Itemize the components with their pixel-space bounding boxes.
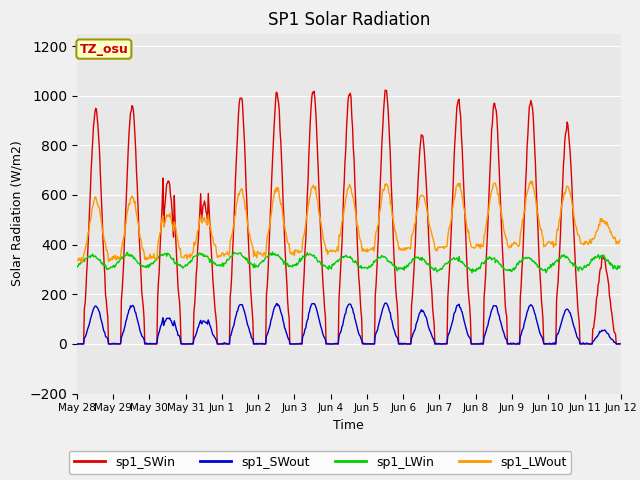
- sp1_SWout: [83, 330, 90, 336]
- sp1_LWin: [616, 263, 624, 269]
- sp1_LWout: [84, 235, 92, 241]
- sp1_SWout: [431, 341, 439, 347]
- sp1_SWin: [83, 271, 90, 276]
- sp1_LWout: [431, 245, 439, 251]
- sp1_SWin: [194, 245, 202, 251]
- sp1_SWin: [431, 341, 439, 347]
- sp1_SWout: [73, 341, 81, 347]
- sp1_LWout: [78, 259, 86, 265]
- sp1_LWin: [83, 255, 90, 261]
- sp1_SWin: [415, 160, 423, 166]
- Y-axis label: Solar Radiation (W/m2): Solar Radiation (W/m2): [11, 141, 24, 287]
- sp1_SWout: [223, 340, 230, 346]
- sp1_LWout: [527, 178, 535, 184]
- sp1_SWout: [381, 300, 389, 306]
- sp1_LWin: [468, 270, 476, 276]
- sp1_LWout: [223, 249, 231, 255]
- sp1_LWin: [73, 263, 81, 269]
- sp1_LWin: [194, 252, 202, 257]
- Line: sp1_SWout: sp1_SWout: [77, 303, 620, 344]
- sp1_LWin: [223, 259, 230, 264]
- Legend: sp1_SWin, sp1_SWout, sp1_LWin, sp1_LWout: sp1_SWin, sp1_SWout, sp1_LWin, sp1_LWout: [68, 451, 572, 474]
- Line: sp1_LWin: sp1_LWin: [77, 252, 620, 273]
- Text: TZ_osu: TZ_osu: [79, 43, 128, 56]
- sp1_LWin: [269, 249, 276, 255]
- sp1_LWout: [616, 237, 624, 243]
- sp1_SWin: [223, 341, 230, 347]
- sp1_SWout: [415, 312, 423, 317]
- Line: sp1_SWin: sp1_SWin: [77, 90, 620, 344]
- X-axis label: Time: Time: [333, 419, 364, 432]
- sp1_LWout: [195, 227, 202, 233]
- sp1_LWout: [140, 246, 147, 252]
- sp1_LWin: [415, 256, 423, 262]
- sp1_SWout: [616, 341, 624, 347]
- sp1_SWout: [194, 325, 202, 331]
- sp1_SWin: [139, 297, 147, 302]
- sp1_LWin: [431, 265, 439, 271]
- sp1_LWout: [415, 198, 423, 204]
- sp1_SWin: [73, 341, 81, 347]
- Title: SP1 Solar Radiation: SP1 Solar Radiation: [268, 11, 430, 29]
- sp1_SWin: [382, 87, 390, 93]
- Line: sp1_LWout: sp1_LWout: [77, 181, 620, 262]
- sp1_LWout: [73, 258, 81, 264]
- sp1_SWout: [139, 334, 147, 339]
- sp1_LWin: [139, 264, 147, 269]
- sp1_SWin: [616, 341, 624, 347]
